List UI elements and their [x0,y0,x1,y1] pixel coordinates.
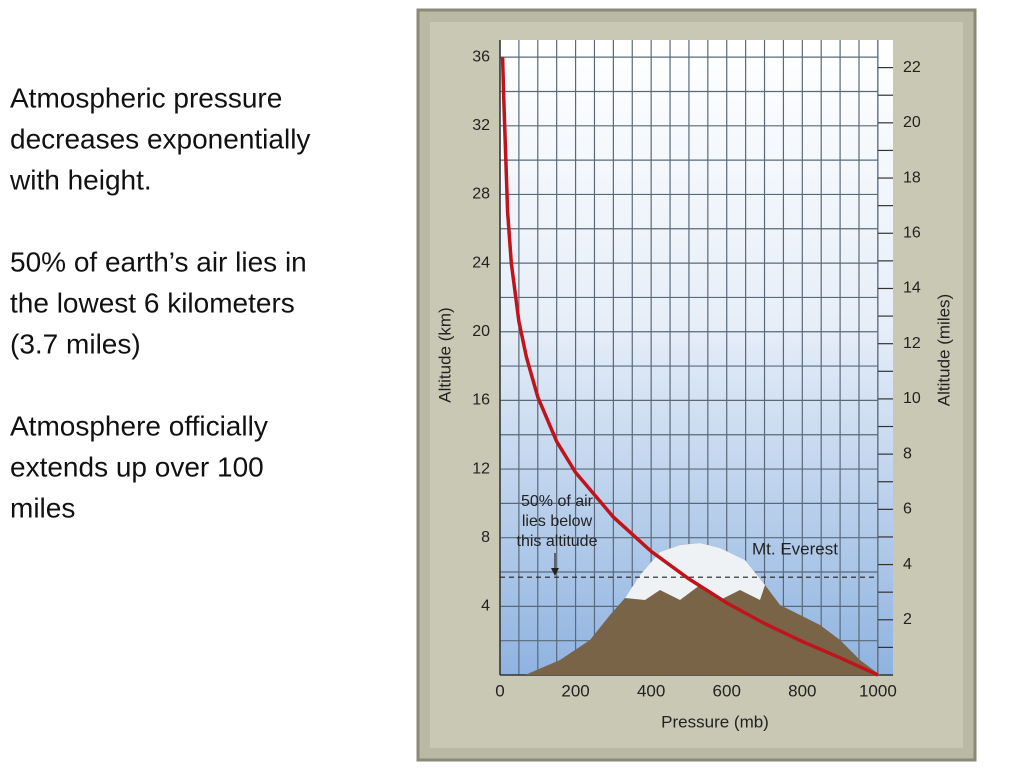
x-tick-label: 400 [637,681,665,700]
body-text: extends up over 100 [10,451,264,482]
x-tick-label: 800 [788,681,816,700]
annotation: 50% of air [521,493,594,510]
y2-tick-label: 14 [903,280,921,297]
annotation: this altitude [517,533,598,550]
body-text: Atmospheric pressure [10,82,282,113]
y2-tick-label: 20 [903,114,921,131]
y-axis-title: Altitude (km) [435,307,454,402]
body-text: miles [10,492,75,523]
x-tick-label: 0 [495,681,504,700]
y-tick-label: 36 [472,48,490,65]
y2-tick-label: 4 [903,556,912,573]
y-tick-label: 20 [472,323,490,340]
y2-tick-label: 2 [903,611,912,628]
body-text: the lowest 6 kilometers [10,287,295,318]
y-tick-label: 24 [472,254,490,271]
x-tick-label: 600 [713,681,741,700]
x-axis-title: Pressure (mb) [661,712,769,731]
y-tick-label: 8 [481,529,490,546]
y-tick-label: 16 [472,392,490,409]
y-tick-label: 4 [481,598,490,615]
annotation: lies below [522,513,593,530]
body-text: 50% of earth’s air lies in [10,246,307,277]
body-text: (3.7 miles) [10,328,141,359]
y2-tick-label: 18 [903,169,921,186]
y2-tick-label: 12 [903,335,921,352]
y2-tick-label: 10 [903,390,921,407]
body-text: with height. [9,164,152,195]
y-tick-label: 28 [472,186,490,203]
landmark-label: Mt. Everest [752,539,838,558]
x-tick-label: 200 [561,681,589,700]
y2-axis-title: Altitude (miles) [934,294,953,406]
pressure-curve [500,57,879,677]
y2-tick-label: 6 [903,501,912,518]
y-tick-label: 32 [472,117,490,134]
body-text: decreases exponentially [10,123,310,154]
y2-tick-label: 16 [903,224,921,241]
x-tick-label: 1000 [859,681,897,700]
y-tick-label: 12 [472,460,490,477]
mountain [525,543,880,675]
body-text: Atmosphere officially [10,410,268,441]
annotation-arrowhead [551,568,559,576]
y2-tick-label: 22 [903,59,921,76]
y2-tick-label: 8 [903,445,912,462]
